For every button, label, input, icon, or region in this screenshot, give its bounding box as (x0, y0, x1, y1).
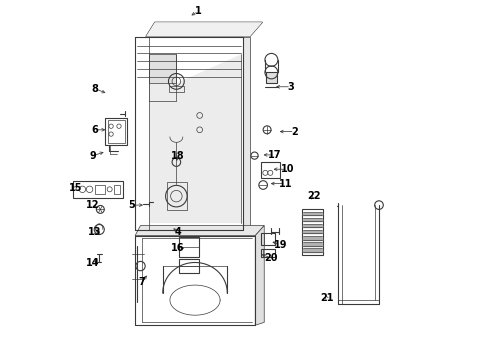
Text: 22: 22 (307, 191, 321, 201)
Bar (114, 185, 120, 194)
Polygon shape (242, 37, 249, 230)
Text: 21: 21 (320, 293, 333, 303)
Text: 4: 4 (174, 227, 181, 237)
Text: 6: 6 (91, 125, 98, 135)
Text: 8: 8 (91, 84, 98, 94)
Text: 7: 7 (138, 277, 144, 287)
Text: 15: 15 (68, 183, 82, 193)
Text: 13: 13 (88, 227, 101, 237)
Text: 19: 19 (273, 239, 286, 249)
Text: 10: 10 (280, 164, 294, 174)
Text: 14: 14 (86, 258, 100, 268)
Text: 12: 12 (86, 200, 100, 210)
Text: 9: 9 (90, 150, 96, 161)
Polygon shape (149, 54, 176, 101)
Polygon shape (149, 54, 241, 223)
Polygon shape (135, 226, 264, 235)
Bar (105, 118, 126, 145)
Text: 20: 20 (264, 253, 277, 263)
Text: 18: 18 (170, 150, 184, 161)
Bar (179, 259, 199, 273)
Polygon shape (265, 72, 276, 83)
Bar (94, 185, 105, 194)
Bar (167, 182, 187, 211)
Bar (73, 181, 123, 198)
Text: 3: 3 (287, 82, 294, 92)
Bar (169, 86, 183, 92)
Polygon shape (145, 22, 262, 37)
Bar (261, 233, 274, 245)
Text: 2: 2 (291, 127, 298, 136)
Polygon shape (255, 226, 264, 325)
Text: 1: 1 (194, 6, 201, 17)
Bar (260, 162, 280, 178)
Bar (107, 121, 124, 143)
Text: 16: 16 (171, 243, 184, 253)
Text: 11: 11 (279, 179, 292, 189)
Bar (261, 249, 274, 257)
Bar (179, 237, 199, 257)
Text: 5: 5 (128, 200, 135, 210)
Bar (301, 209, 323, 255)
Text: 17: 17 (268, 150, 281, 160)
